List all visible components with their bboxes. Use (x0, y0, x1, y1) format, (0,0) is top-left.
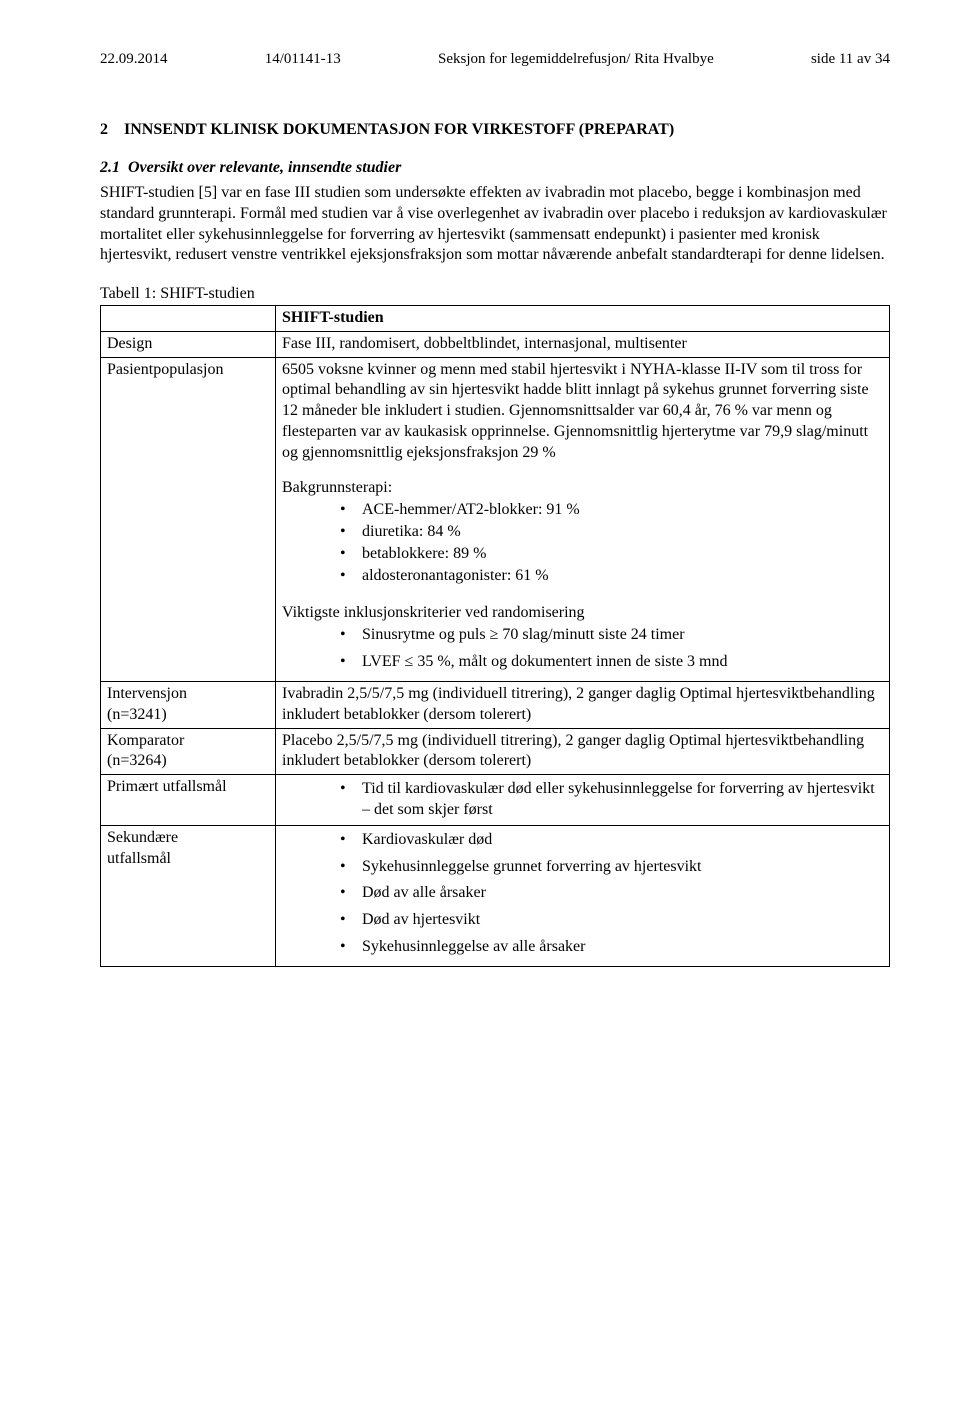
list-item: Tid til kardiovaskulær død eller sykehus… (340, 779, 883, 821)
row-value-population: 6505 voksne kvinner og menn med stabil h… (276, 357, 890, 681)
subsection-title-text: Oversikt over relevante, innsendte studi… (128, 159, 401, 176)
population-paragraph: 6505 voksne kvinner og menn med stabil h… (282, 360, 883, 464)
table-caption: Tabell 1: SHIFT-studien (100, 284, 890, 305)
table-row: Sekundære utfallsmål Kardiovaskulær død … (101, 825, 890, 966)
row-label-design: Design (101, 331, 276, 357)
shift-study-table: SHIFT-studien Design Fase III, randomise… (100, 305, 890, 967)
list-item: betablokkere: 89 % (340, 544, 883, 565)
table-row: Design Fase III, randomisert, dobbeltbli… (101, 331, 890, 357)
table-row: Komparator (n=3264) Placebo 2,5/5/7,5 mg… (101, 728, 890, 775)
section-title-text: INNSENDT KLINISK DOKUMENTASJON FOR VIRKE… (124, 121, 674, 138)
list-item: LVEF ≤ 35 %, målt og dokumentert innen d… (340, 652, 883, 673)
row-label-population: Pasientpopulasjon (101, 357, 276, 681)
section-heading: 2 INNSENDT KLINISK DOKUMENTASJON FOR VIR… (100, 120, 890, 141)
intro-paragraph: SHIFT-studien [5] var en fase III studie… (100, 183, 890, 266)
list-item: ACE-hemmer/AT2-blokker: 91 % (340, 500, 883, 521)
list-item: Sinusrytme og puls ≥ 70 slag/minutt sist… (340, 625, 883, 646)
list-item: diuretika: 84 % (340, 522, 883, 543)
row-label-primary-outcome: Primært utfallsmål (101, 775, 276, 826)
subsection-heading: 2.1 Oversikt over relevante, innsendte s… (100, 158, 890, 179)
list-item: Død av alle årsaker (340, 883, 883, 904)
primary-outcome-list: Tid til kardiovaskulær død eller sykehus… (282, 779, 883, 821)
inclusion-criteria-label: Viktigste inklusjonskriterier ved random… (282, 603, 883, 624)
row-value-comparator: Placebo 2,5/5/7,5 mg (individuell titrer… (276, 728, 890, 775)
list-item: aldosteronantagonister: 61 % (340, 566, 883, 587)
table-column-header: SHIFT-studien (276, 306, 890, 332)
background-therapy-label: Bakgrunnsterapi: (282, 478, 883, 499)
table-row: Pasientpopulasjon 6505 voksne kvinner og… (101, 357, 890, 681)
subsection-number: 2.1 (100, 159, 120, 176)
header-department: Seksjon for legemiddelrefusjon/ Rita Hva… (438, 50, 714, 70)
header-case-number: 14/01141-13 (265, 50, 341, 70)
list-item: Sykehusinnleggelse av alle årsaker (340, 937, 883, 958)
row-label-intervention: Intervensjon (n=3241) (101, 682, 276, 729)
table-row: Intervensjon (n=3241) Ivabradin 2,5/5/7,… (101, 682, 890, 729)
row-label-comparator: Komparator (n=3264) (101, 728, 276, 775)
inclusion-criteria-list: Sinusrytme og puls ≥ 70 slag/minutt sist… (282, 625, 883, 673)
row-value-design: Fase III, randomisert, dobbeltblindet, i… (276, 331, 890, 357)
secondary-outcome-list: Kardiovaskulær død Sykehusinnleggelse gr… (282, 830, 883, 958)
header-page-number: side 11 av 34 (811, 50, 890, 70)
list-item: Død av hjertesvikt (340, 910, 883, 931)
background-therapy-list: ACE-hemmer/AT2-blokker: 91 % diuretika: … (282, 500, 883, 586)
row-label-secondary-outcome: Sekundære utfallsmål (101, 825, 276, 966)
table-row: Primært utfallsmål Tid til kardiovaskulæ… (101, 775, 890, 826)
page-header: 22.09.2014 14/01141-13 Seksjon for legem… (100, 50, 890, 70)
table-row: SHIFT-studien (101, 306, 890, 332)
row-value-primary-outcome: Tid til kardiovaskulær død eller sykehus… (276, 775, 890, 826)
list-item: Kardiovaskulær død (340, 830, 883, 851)
header-date: 22.09.2014 (100, 50, 168, 70)
table-header-empty (101, 306, 276, 332)
list-item: Sykehusinnleggelse grunnet forverring av… (340, 857, 883, 878)
row-value-intervention: Ivabradin 2,5/5/7,5 mg (individuell titr… (276, 682, 890, 729)
row-value-secondary-outcome: Kardiovaskulær død Sykehusinnleggelse gr… (276, 825, 890, 966)
section-number: 2 (100, 121, 108, 138)
